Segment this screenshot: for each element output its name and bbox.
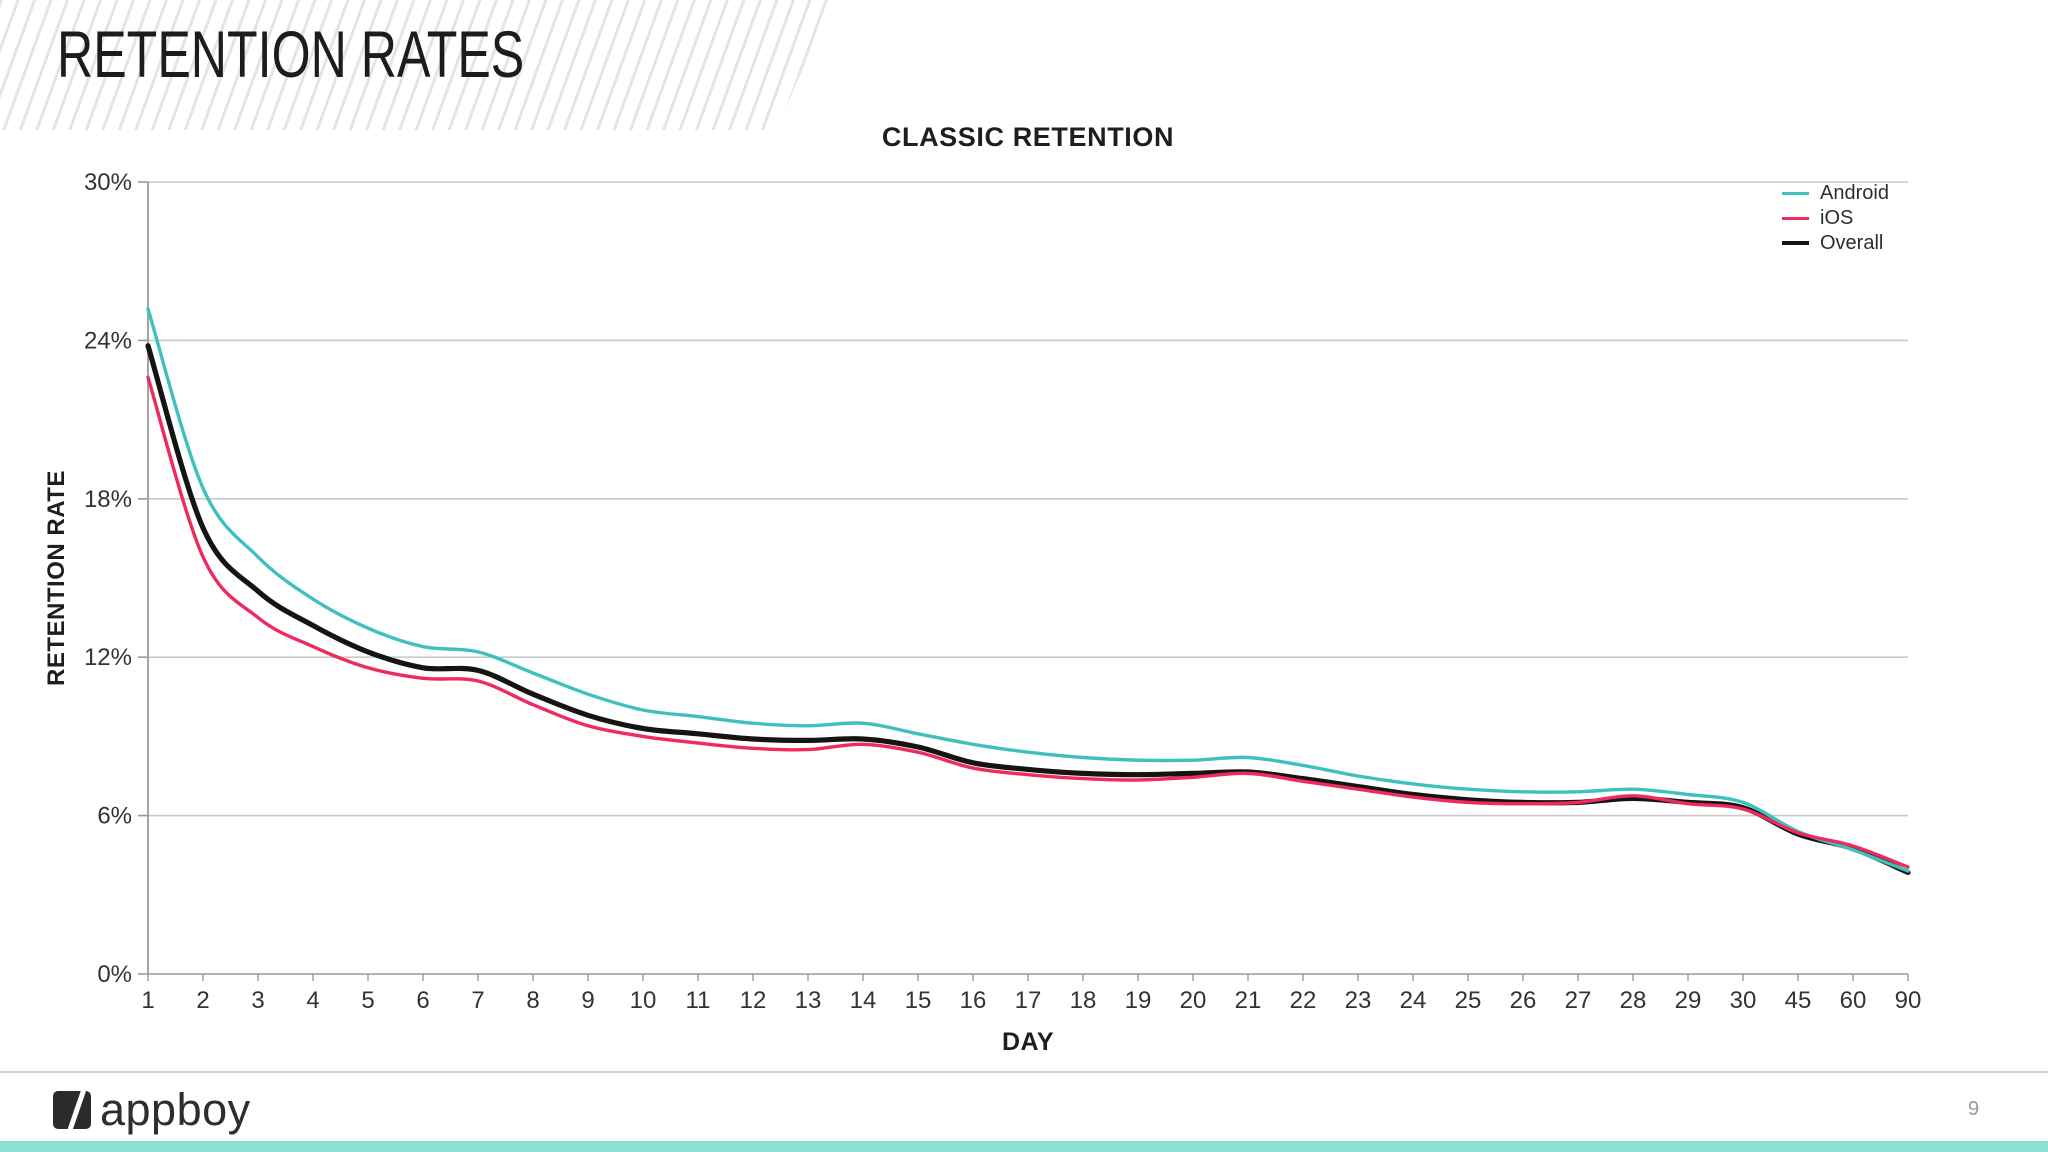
series-line-android (146, 307, 1910, 873)
legend-label: Overall (1820, 232, 1884, 254)
legend-label: Android (1820, 182, 1889, 204)
y-axis-tick-label: 12% (84, 644, 132, 671)
x-axis-tick-label: 8 (526, 987, 539, 1014)
x-axis-tick-label: 16 (960, 987, 987, 1014)
x-axis-tick-label: 7 (471, 987, 484, 1014)
y-axis-title: RETENTION RATE (43, 470, 70, 686)
accent-bottom-bar (0, 1141, 2048, 1152)
x-axis-tick-label: 14 (850, 987, 877, 1014)
appboy-logo: appboy (53, 1087, 251, 1132)
x-axis-tick-label: 20 (1180, 987, 1207, 1014)
page-title: RETENTION RATES (57, 17, 525, 91)
x-axis-tick-label: 3 (251, 987, 264, 1014)
footer-divider (0, 1071, 2048, 1073)
x-axis-tick-label: 27 (1565, 987, 1592, 1014)
x-axis-tick-label: 1 (141, 987, 154, 1014)
brand-name: appboy (100, 1084, 251, 1135)
x-axis-tick-label: 24 (1400, 987, 1427, 1014)
x-axis-tick-label: 28 (1620, 987, 1647, 1014)
series-line-ios (146, 375, 1910, 869)
chart-title: CLASSIC RETENTION (881, 122, 1175, 152)
x-axis-tick-label: 11 (686, 987, 711, 1014)
y-axis-tick-label: 18% (84, 486, 132, 513)
x-axis-tick-label: 18 (1070, 987, 1097, 1014)
x-axis-tick-label: 25 (1455, 987, 1482, 1014)
y-axis-tick-label: 0% (97, 961, 132, 988)
x-axis-tick-label: 60 (1840, 987, 1867, 1014)
x-axis-tick-label: 6 (416, 987, 429, 1014)
x-axis-tick-label: 4 (306, 987, 319, 1014)
x-axis-tick-label: 45 (1785, 987, 1812, 1014)
x-axis-tick-label: 22 (1290, 987, 1317, 1014)
x-axis-tick-label: 12 (740, 987, 767, 1014)
legend-item-ios: iOS (1782, 208, 1889, 228)
legend-swatch-overall (1782, 241, 1809, 245)
x-axis-tick-label: 2 (196, 987, 209, 1014)
legend-item-android: Android (1782, 183, 1889, 203)
x-axis-tick-label: 19 (1125, 987, 1152, 1014)
y-axis-tick-label: 6% (97, 803, 132, 830)
header-banner (0, 0, 833, 130)
x-axis-title: DAY (1002, 1028, 1054, 1056)
x-axis-tick-label: 30 (1730, 987, 1757, 1014)
x-axis-tick-label: 29 (1675, 987, 1702, 1014)
chart-legend: Android iOS Overall (1782, 183, 1889, 253)
page-number: 9 (1968, 1098, 1980, 1120)
x-axis-tick-label: 21 (1235, 987, 1262, 1014)
x-axis-tick-label: 90 (1895, 987, 1922, 1014)
x-axis-tick-label: 10 (630, 987, 657, 1014)
appboy-logo-icon (53, 1090, 91, 1129)
x-axis-tick-label: 15 (905, 987, 932, 1014)
y-axis-tick-label: 24% (84, 327, 132, 354)
x-axis-tick-label: 13 (795, 987, 822, 1014)
x-axis-tick-label: 17 (1015, 987, 1042, 1014)
legend-swatch-android (1782, 191, 1809, 195)
x-axis-tick-label: 26 (1510, 987, 1537, 1014)
legend-label: iOS (1820, 207, 1854, 229)
series-line-overall (145, 343, 1911, 875)
x-axis-tick-label: 23 (1345, 987, 1372, 1014)
y-axis-tick-label: 30% (84, 169, 132, 196)
legend-swatch-ios (1782, 216, 1809, 220)
legend-item-overall: Overall (1782, 233, 1889, 253)
slash-icon (65, 1090, 88, 1129)
x-axis-tick-label: 5 (361, 987, 374, 1014)
x-axis-tick-label: 9 (581, 987, 594, 1014)
